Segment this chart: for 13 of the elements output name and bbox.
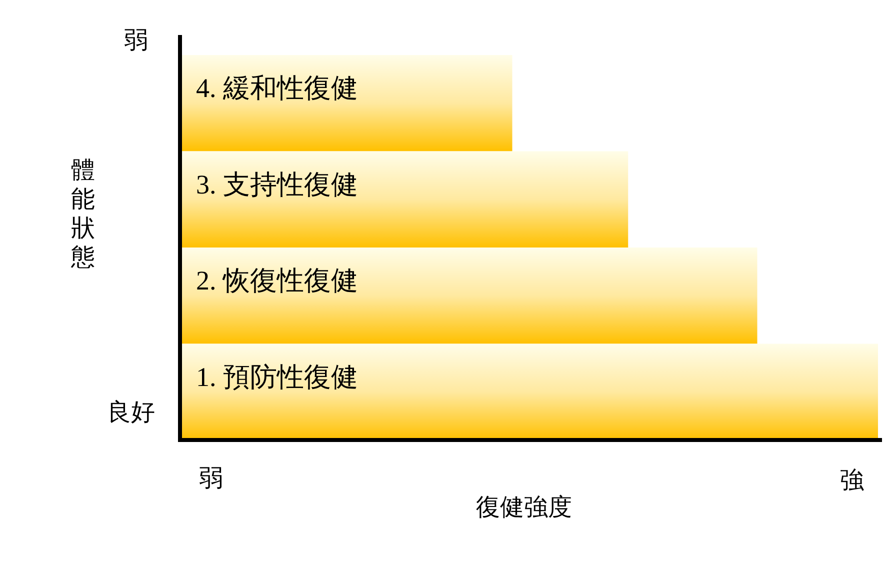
x-axis-title: 復健強度 [476,494,572,521]
bar [180,248,758,344]
text: 弱 [199,466,223,492]
bar [180,55,512,152]
text: 良好 [107,399,155,426]
y-tick-label: 3. 支持性復健 [196,169,358,200]
bar [180,151,628,248]
text: 弱 [124,28,148,54]
y-axis-title: 體能狀態 [70,158,95,271]
y-tick-label: 2. 恢復性復健 [196,266,358,296]
y-tick-label: 1. 預防性復健 [196,362,358,392]
text: 強 [840,468,864,494]
y-tick-label: 4. 緩和性復健 [196,73,358,103]
